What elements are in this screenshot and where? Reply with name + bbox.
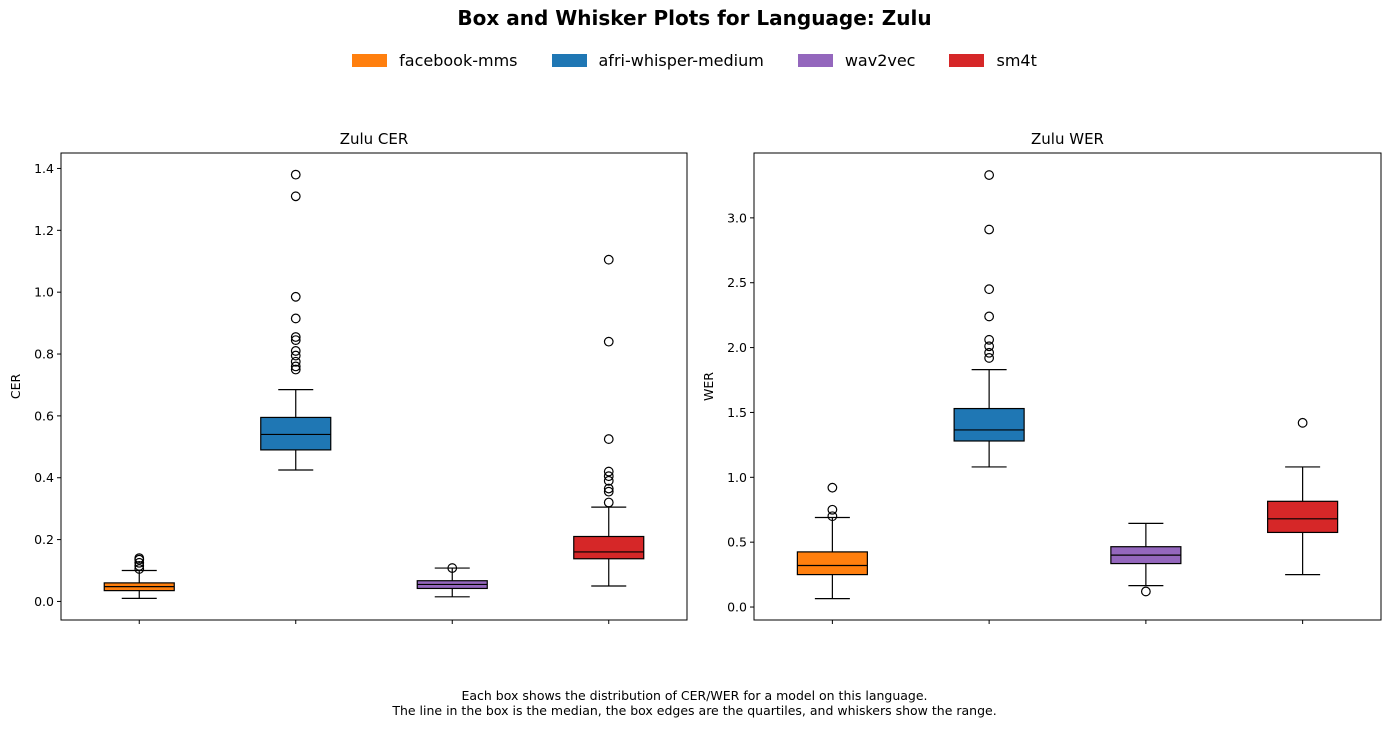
outlier-point — [290, 332, 301, 342]
box-afri-whisper-medium — [260, 169, 332, 624]
y-tick-label: 0.0 — [34, 594, 54, 609]
box-facebook-mms — [103, 553, 175, 624]
outlier-point — [984, 353, 995, 363]
y-tick-label: 0.2 — [34, 532, 54, 547]
outlier-point — [984, 224, 995, 235]
y-tick-label: 1.0 — [34, 285, 54, 300]
y-tick-label: 0.4 — [34, 470, 54, 485]
outlier-point — [1297, 417, 1308, 428]
outlier-point — [290, 361, 301, 372]
outlier-point — [984, 311, 995, 322]
y-axis-label: WER — [701, 372, 716, 401]
y-tick-label: 1.4 — [34, 161, 54, 176]
outlier-point — [290, 364, 301, 375]
y-tick-label: 0.6 — [34, 408, 54, 423]
outlier-point — [984, 341, 995, 352]
legend-item-sm4t: sm4t — [949, 51, 1037, 70]
outlier-point — [827, 482, 838, 493]
legend-label: wav2vec — [844, 51, 916, 70]
footnote: Each box shows the distribution of CER/W… — [0, 688, 1389, 718]
y-tick-label: 1.0 — [727, 470, 747, 485]
y-tick-label: 2.0 — [727, 340, 747, 355]
box-iqr — [573, 535, 645, 560]
chart-title: Zulu WER — [1031, 130, 1104, 148]
legend-label: facebook-mms — [399, 51, 518, 70]
legend-item-afri-whisper-medium: afri-whisper-medium — [551, 51, 764, 70]
y-tick-label: 1.2 — [34, 223, 54, 238]
box-facebook-mms — [796, 482, 868, 624]
outlier-point — [290, 350, 301, 361]
cer-chart: Zulu CER 0.0 0.2 0.4 0.6 0.8 1.0 1.2 1.4 CER — [8, 130, 688, 624]
box-iqr — [953, 407, 1025, 442]
outlier-point — [603, 471, 614, 482]
outlier-point — [134, 553, 145, 564]
outlier-point — [290, 169, 301, 180]
outlier-point — [134, 564, 145, 574]
box-sm4t — [573, 254, 645, 624]
box-wav2vec — [416, 563, 488, 624]
box-iqr — [1267, 500, 1339, 534]
y-axis-label: CER — [8, 374, 23, 400]
box-afri-whisper-medium — [953, 170, 1025, 624]
y-tick-label: 0.5 — [727, 535, 747, 550]
y-tick-label: 0.8 — [34, 347, 54, 362]
legend-swatch-sm4t — [949, 54, 985, 67]
outlier-point — [984, 334, 995, 345]
legend-swatch-afri-whisper-medium — [551, 54, 587, 67]
outlier-point — [603, 434, 614, 444]
outlier-point — [603, 497, 614, 508]
outlier-point — [1140, 586, 1151, 597]
legend-label: afri-whisper-medium — [598, 51, 764, 70]
outlier-point — [134, 560, 145, 571]
footnote-line-1: Each box shows the distribution of CER/W… — [461, 688, 928, 703]
y-tick-label: 1.5 — [727, 405, 747, 420]
outlier-point — [603, 483, 614, 494]
outlier-point — [984, 347, 995, 358]
outlier-point — [134, 557, 145, 568]
outlier-point — [827, 504, 838, 515]
outlier-point — [603, 254, 614, 265]
y-tick-label: 2.5 — [727, 275, 747, 290]
plot-frame — [60, 152, 688, 621]
box-sm4t — [1267, 417, 1339, 624]
legend-swatch-wav2vec — [797, 54, 833, 67]
legend-label: sm4t — [996, 51, 1037, 70]
outlier-point — [827, 511, 838, 522]
y-tick-label: 3.0 — [727, 210, 747, 225]
outlier-point — [290, 346, 301, 356]
wer-chart: Zulu WER 0.0 0.5 1.0 1.5 2.0 2.5 3.0 WER — [701, 130, 1382, 624]
legend-swatch-facebook-mms — [352, 54, 388, 67]
outlier-point — [290, 191, 301, 202]
footnote-line-2: The line in the box is the median, the b… — [392, 703, 997, 718]
chart-title: Zulu CER — [340, 130, 409, 148]
legend: facebook-mms afri-whisper-medium wav2vec… — [0, 51, 1389, 70]
box-iqr — [260, 416, 332, 451]
page-title: Box and Whisker Plots for Language: Zulu — [457, 6, 932, 30]
outlier-point — [603, 486, 614, 497]
legend-item-facebook-mms: facebook-mms — [352, 51, 518, 70]
legend-item-wav2vec: wav2vec — [797, 51, 916, 70]
outlier-point — [447, 563, 458, 573]
outlier-point — [290, 313, 301, 324]
outlier-point — [603, 336, 614, 347]
outlier-point — [290, 335, 301, 346]
box-wav2vec — [1110, 522, 1182, 624]
outlier-point — [984, 170, 995, 180]
outlier-point — [290, 291, 301, 302]
outlier-point — [984, 284, 995, 295]
outlier-point — [603, 475, 614, 486]
outlier-point — [603, 466, 614, 477]
y-tick-label: 0.0 — [727, 600, 747, 615]
plot-frame — [753, 152, 1382, 621]
outlier-point — [290, 356, 301, 367]
box-iqr — [796, 551, 868, 576]
